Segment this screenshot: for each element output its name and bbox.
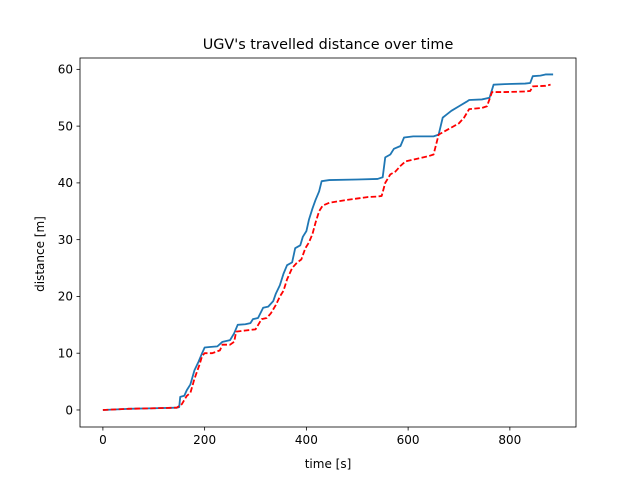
x-tick-label: 800 <box>498 433 521 447</box>
series-line-1 <box>102 73 554 411</box>
x-tick-label: 0 <box>99 433 107 447</box>
y-tick-label: 30 <box>58 233 73 247</box>
y-tick-label: 40 <box>58 176 73 190</box>
x-tick-label: 200 <box>193 433 216 447</box>
chart-title: UGV's travelled distance over time <box>203 37 454 53</box>
series-line-2 <box>102 83 551 411</box>
y-tick-label: 50 <box>58 119 73 133</box>
plot-area: 0 200 400 600 800 0 10 20 30 40 50 60 <box>58 57 577 447</box>
y-axis-label: distance [m] <box>33 216 47 292</box>
y-tick-label: 20 <box>58 290 73 304</box>
x-tick-label: 600 <box>397 433 420 447</box>
x-tick-label: 400 <box>295 433 318 447</box>
y-tick-label: 0 <box>65 403 73 417</box>
axes-frame <box>79 57 577 428</box>
x-axis-label: time [s] <box>305 457 352 471</box>
y-tick-label: 10 <box>58 347 73 361</box>
y-tick-label: 60 <box>58 63 73 77</box>
